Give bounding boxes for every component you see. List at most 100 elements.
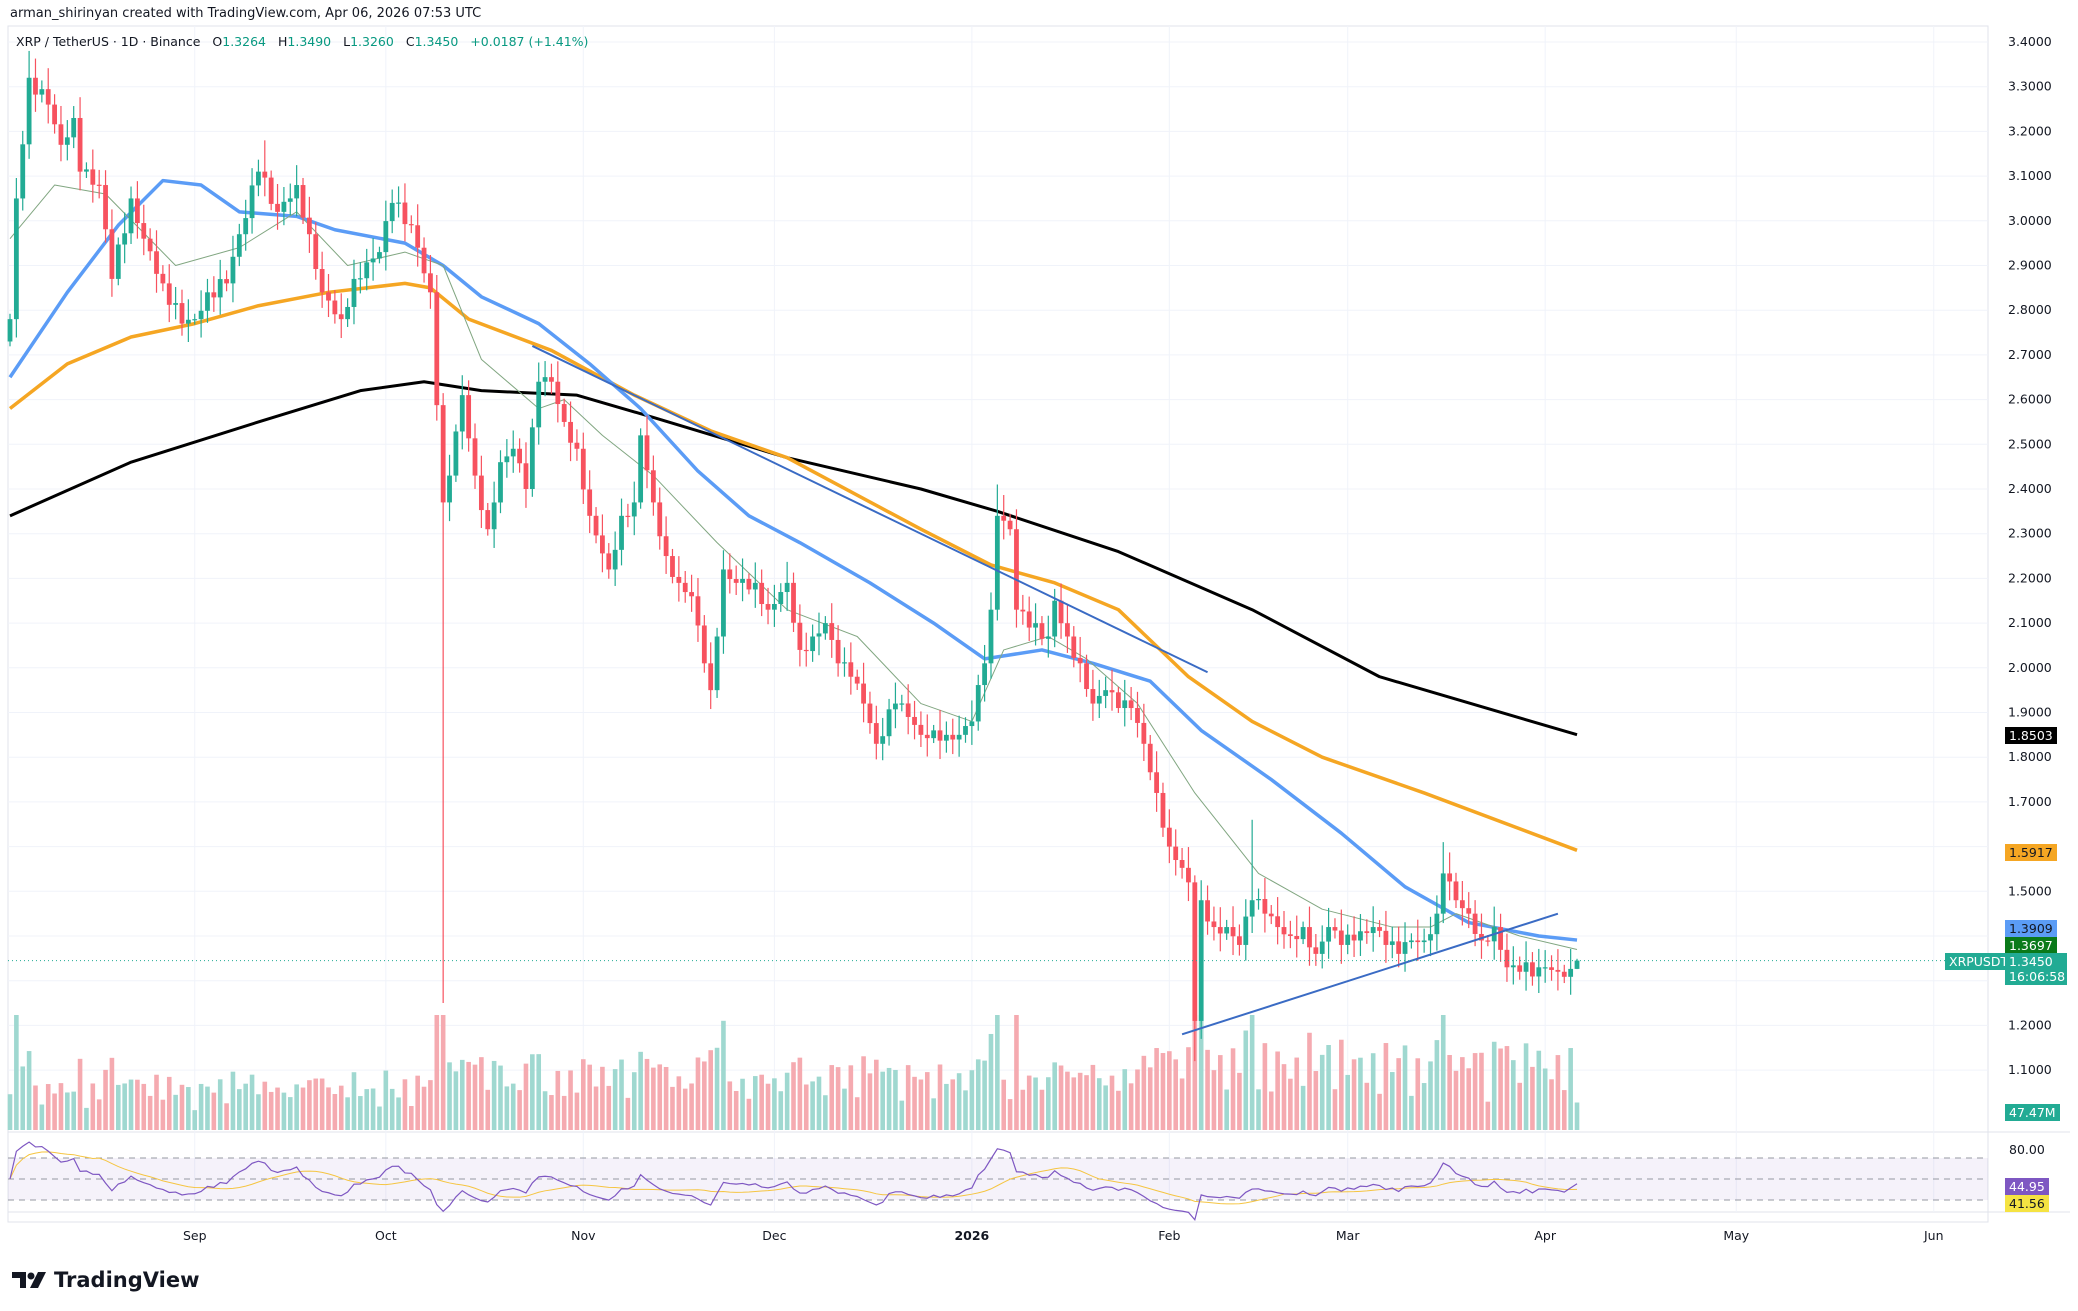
volume-bar <box>1479 1052 1484 1130</box>
volume-bar <box>103 1069 108 1130</box>
volume-bar <box>26 1051 32 1130</box>
candle-body <box>1173 846 1179 861</box>
volume-bar <box>912 1076 917 1130</box>
candle <box>1555 949 1561 991</box>
candle-body <box>1179 860 1185 868</box>
candle-body <box>1147 743 1153 773</box>
volume-bar <box>479 1057 484 1130</box>
volume-bar <box>485 1089 491 1130</box>
candle <box>568 401 573 462</box>
tradingview-logo[interactable]: TradingView <box>12 1268 199 1292</box>
candle <box>752 562 758 608</box>
candle-body <box>1326 927 1331 942</box>
symbol-title[interactable]: XRP / TetherUS · 1D · Binance <box>16 34 201 49</box>
candle <box>1510 946 1516 985</box>
candle-body <box>612 549 618 570</box>
candle <box>243 199 249 251</box>
price-tick: 3.4000 <box>2008 34 2052 49</box>
candle-body <box>606 553 612 570</box>
candle-body <box>810 636 816 652</box>
volume-bar <box>1332 1089 1338 1130</box>
volume-bar <box>224 1103 229 1130</box>
candle <box>740 558 745 602</box>
candle <box>905 684 911 735</box>
candle <box>1160 782 1166 837</box>
candle-body <box>1307 927 1312 948</box>
volume-bar <box>714 1047 720 1130</box>
change-value: +0.0187 (+1.41%) <box>470 34 589 49</box>
candle <box>1313 933 1319 966</box>
candle-body <box>447 475 452 503</box>
volume-bar <box>77 1058 83 1130</box>
candle-body <box>370 258 376 263</box>
candle-body <box>1115 692 1121 709</box>
candle-body <box>963 726 968 735</box>
candle-body <box>1077 657 1083 664</box>
candle <box>943 721 949 753</box>
volume-bar <box>1415 1058 1421 1130</box>
candle <box>1421 928 1427 953</box>
volume-bar <box>1001 1079 1007 1130</box>
volume-bar <box>893 1069 898 1130</box>
candle-body <box>657 502 663 537</box>
candle-body <box>1542 967 1548 969</box>
volume-bar <box>135 1079 140 1130</box>
volume-bar <box>886 1067 892 1130</box>
candle-body <box>256 171 261 186</box>
candle <box>727 553 733 594</box>
candle-body <box>58 124 64 145</box>
candle <box>1262 878 1268 933</box>
volume-bar <box>982 1060 987 1130</box>
candle-body <box>198 310 204 320</box>
volume-bar <box>721 1020 726 1130</box>
candle <box>1415 919 1421 961</box>
candle <box>173 286 179 320</box>
candle <box>663 516 669 574</box>
candle <box>529 418 535 497</box>
volume-bar <box>1154 1048 1159 1130</box>
candle <box>485 502 491 536</box>
volume-bar <box>1039 1089 1045 1130</box>
candle <box>1109 669 1115 711</box>
candle-body <box>90 169 96 185</box>
candle <box>52 94 57 134</box>
candle <box>1096 679 1102 719</box>
candle <box>600 514 605 573</box>
candle-body <box>1300 927 1306 940</box>
candle-body <box>982 663 988 686</box>
volume-bar <box>1014 1015 1019 1130</box>
ma-green-badge: 1.3697 <box>2005 937 2057 954</box>
candle <box>822 616 828 640</box>
volume-bar <box>1313 1071 1319 1130</box>
candle-body <box>103 185 108 230</box>
volume-bar <box>1402 1045 1408 1130</box>
volume-bar <box>33 1085 38 1130</box>
candle <box>504 439 510 478</box>
volume-bar <box>1511 1060 1516 1130</box>
volume-bar <box>58 1083 64 1130</box>
candle-body <box>154 251 159 274</box>
volume-bar <box>364 1089 370 1130</box>
candle <box>84 162 89 178</box>
volume-bar <box>542 1091 548 1130</box>
volume-bar <box>434 1015 440 1130</box>
volume-bar <box>905 1065 911 1130</box>
volume-bar <box>459 1059 465 1130</box>
candle-body <box>1313 947 1319 954</box>
volume-bar <box>746 1098 752 1130</box>
volume-bar <box>338 1085 344 1130</box>
candle <box>1268 905 1274 925</box>
candle <box>26 50 32 159</box>
volume-bar <box>1275 1051 1280 1130</box>
candle <box>650 455 656 516</box>
candle <box>721 550 726 654</box>
candle-body <box>517 448 522 464</box>
candle <box>1166 809 1172 864</box>
volume-bar <box>937 1064 943 1130</box>
candle <box>682 570 688 603</box>
candle <box>1077 636 1083 683</box>
candle <box>1383 910 1389 963</box>
candle-body <box>848 662 854 677</box>
price-axis[interactable]: 3.4000 3.3000 3.2000 3.1000 3.0000 2.9000 2.80… <box>2008 34 2052 1077</box>
